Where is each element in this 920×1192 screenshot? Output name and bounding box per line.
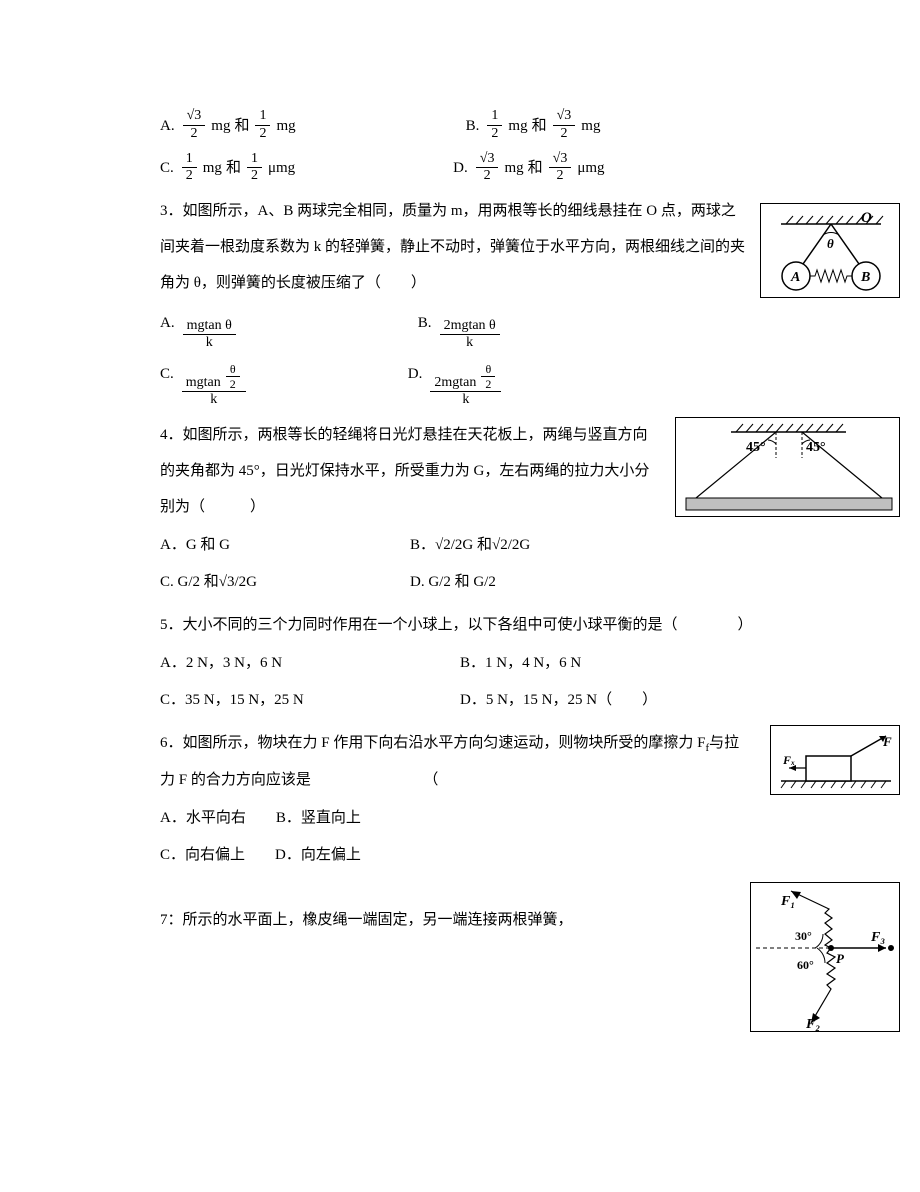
options: A．G 和 G B．√2/2G 和√2/2G [160, 529, 770, 562]
options-row-1: A. mgtan θ k B. 2mgtan θ k [160, 307, 770, 352]
fraction: √3 2 [476, 151, 499, 186]
fraction: mgtan θ k [183, 318, 236, 353]
option-label: B. [418, 307, 432, 352]
option-a: A. √3 2 mg 和 1 2 mg [160, 108, 296, 143]
option-b: B．竖直向上 [276, 802, 361, 835]
question-text: 3．如图所示，A、B 两球完全相同，质量为 m，用两根等长的细线悬挂在 O 点，… [160, 193, 770, 301]
question-text: 5．大小不同的三个力同时作用在一个小球上，以下各组中可使小球平衡的是（ ） [160, 607, 770, 643]
fraction: √3 2 [553, 108, 576, 143]
svg-text:60°: 60° [797, 958, 814, 972]
options: C. G/2 和√3/2G D. G/2 和 G/2 [160, 566, 770, 599]
unit: mg [504, 152, 523, 185]
option-d: D. √3 2 mg 和 √3 2 μmg [453, 151, 604, 186]
figure-q3: O θ A B [760, 203, 900, 298]
unit: μmg [268, 152, 295, 185]
option-label: D. [453, 152, 468, 185]
fraction: 2mgtan θ k [440, 318, 500, 353]
unit: mg [211, 110, 230, 143]
fraction: √3 2 [549, 151, 572, 186]
fraction: 1 2 [247, 151, 262, 186]
question-6: F Fₓ 6．如图所示，物块在力 F 作用下向右沿水平方向匀速运动，则物块所受的… [160, 725, 770, 871]
join-text: 和 [532, 110, 547, 143]
figure-q7: F₁ F₂ F₃ 30° 60° P [750, 882, 900, 1032]
options-row-2: C．35 N，15 N，25 N D．5 N，15 N，25 N（ ） [160, 684, 770, 717]
question-7: F₁ F₂ F₃ 30° 60° P 7：所示的水平面上，橡皮绳一端固定，另一端… [160, 902, 770, 938]
option-a: A. mgtan θ k [160, 307, 238, 352]
unit: mg [276, 110, 295, 143]
option-d: D．5 N，15 N，25 N（ ） [460, 684, 657, 717]
options-row-2: C. mgtan θ 2 k D. 2mgtan θ [160, 358, 770, 409]
fraction: 2mgtan θ 2 k [430, 362, 501, 410]
svg-text:O: O [861, 210, 872, 226]
svg-text:F₁: F₁ [780, 894, 795, 909]
figure-q6: F Fₓ [770, 725, 900, 795]
option-label: A. [160, 110, 175, 143]
options-row-2: C．向右偏上 D．向左偏上 [160, 839, 770, 872]
option-d: D. 2mgtan θ 2 k [408, 358, 504, 409]
option-b: B．√2/2G 和√2/2G [410, 529, 530, 562]
svg-text:P: P [836, 951, 845, 966]
option-label: C. [160, 152, 174, 185]
svg-text:F: F [882, 734, 892, 749]
option-label: B. [466, 110, 480, 143]
svg-text:A: A [790, 270, 800, 285]
svg-text:F₂: F₂ [805, 1017, 820, 1032]
option-label: D. [408, 358, 423, 409]
option-c: C. 1 2 mg 和 1 2 μmg [160, 151, 295, 186]
fraction: mgtan θ 2 k [182, 362, 246, 410]
options-row-2: C. 1 2 mg 和 1 2 μmg D. √3 2 mg 和 √3 2 [160, 151, 770, 186]
question-3: O θ A B 3．如图所示，A、B 两球完全相同，质量为 m，用两根等长的细线… [160, 193, 770, 409]
option-d: D. G/2 和 G/2 [410, 566, 496, 599]
option-b: B．1 N，4 N，6 N [460, 647, 581, 680]
join-text: 和 [234, 110, 249, 143]
fraction: 1 2 [487, 108, 502, 143]
unit: mg [581, 110, 600, 143]
unit: μmg [577, 152, 604, 185]
svg-text:Fₓ: Fₓ [782, 753, 795, 767]
option-label: A. [160, 307, 175, 352]
option-c: C．向右偏上 [160, 839, 245, 872]
option-a: A．G 和 G [160, 529, 360, 562]
question-text: 7：所示的水平面上，橡皮绳一端固定，另一端连接两根弹簧， [160, 902, 770, 938]
option-c: C. G/2 和√3/2G [160, 566, 360, 599]
fraction: √3 2 [183, 108, 206, 143]
options-row-1: A．2 N，3 N，6 N B．1 N，4 N，6 N [160, 647, 770, 680]
unit: mg [203, 152, 222, 185]
options-row-1: A. √3 2 mg 和 1 2 mg B. 1 2 mg 和 √3 2 [160, 108, 770, 143]
svg-text:45°: 45° [806, 440, 826, 455]
option-c: C．35 N，15 N，25 N [160, 684, 410, 717]
unit: mg [508, 110, 527, 143]
svg-text:30°: 30° [795, 929, 812, 943]
question-5: 5．大小不同的三个力同时作用在一个小球上，以下各组中可使小球平衡的是（ ） A．… [160, 607, 770, 717]
svg-text:F₃: F₃ [870, 930, 885, 945]
options-row-1: A．水平向右 B．竖直向上 [160, 802, 770, 835]
option-b: B. 2mgtan θ k [418, 307, 502, 352]
question-pre: A. √3 2 mg 和 1 2 mg B. 1 2 mg 和 √3 2 [160, 108, 770, 185]
svg-text:B: B [860, 270, 870, 285]
figure-q4: 45° 45° [675, 417, 900, 517]
option-label: C. [160, 358, 174, 409]
fraction: 1 2 [182, 151, 197, 186]
question-text: 6．如图所示，物块在力 F 作用下向右沿水平方向匀速运动，则物块所受的摩擦力 F… [160, 725, 770, 797]
svg-text:θ: θ [827, 236, 834, 251]
option-c: C. mgtan θ 2 k [160, 358, 248, 409]
question-4: 45° 45° 4．如图所示，两根等长的轻绳将日光灯悬挂在天花板上，两绳与竖直方… [160, 417, 770, 599]
option-a: A．2 N，3 N，6 N [160, 647, 410, 680]
join-text: 和 [528, 152, 543, 185]
option-d: D．向左偏上 [275, 839, 361, 872]
join-text: 和 [226, 152, 241, 185]
fraction: 1 2 [255, 108, 270, 143]
option-b: B. 1 2 mg 和 √3 2 mg [466, 108, 601, 143]
option-a: A．水平向右 [160, 802, 246, 835]
svg-text:45°: 45° [746, 440, 766, 455]
